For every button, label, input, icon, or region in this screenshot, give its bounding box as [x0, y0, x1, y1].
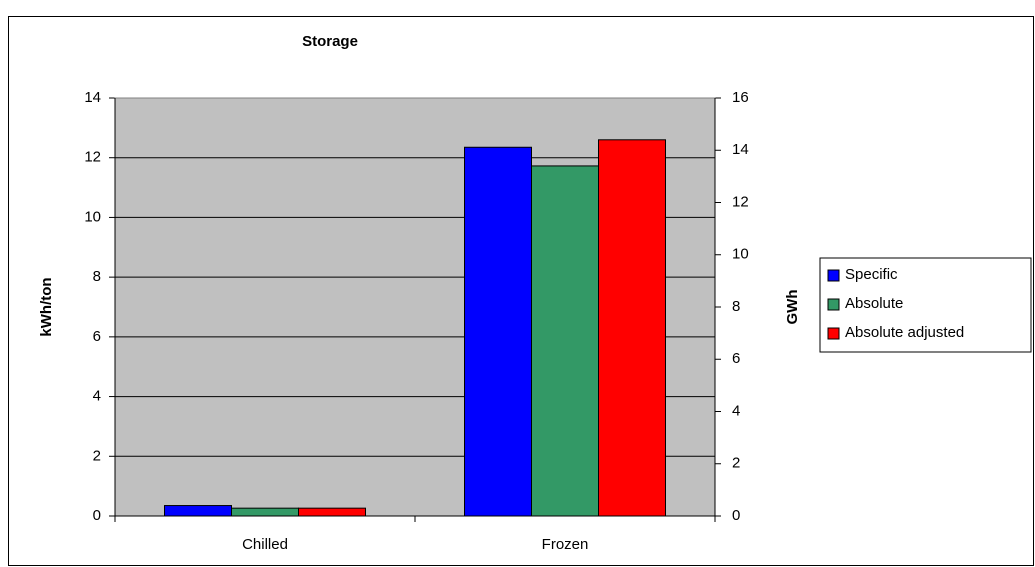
- legend-swatch: [827, 298, 840, 311]
- legend-label: Absolute: [845, 295, 903, 312]
- legend-swatch: [827, 269, 840, 282]
- bar: [531, 165, 599, 517]
- x-tick-label: Chilled: [242, 536, 288, 553]
- y2-axis-label: GWh: [784, 290, 801, 325]
- y-tick-label: 6: [93, 328, 101, 345]
- y2-tick-label: 2: [732, 455, 740, 472]
- y2-tick-label: 12: [732, 193, 749, 210]
- y-axis-label: kWh/ton: [38, 277, 55, 336]
- y2-tick-label: 16: [732, 89, 749, 106]
- y2-tick-label: 4: [732, 402, 740, 419]
- y2-tick-label: 6: [732, 350, 740, 367]
- bar: [464, 146, 532, 517]
- y-tick-label: 10: [84, 208, 101, 225]
- y-tick-label: 2: [93, 447, 101, 464]
- bar: [598, 139, 666, 517]
- bar: [164, 505, 232, 517]
- y2-tick-label: 14: [732, 141, 749, 158]
- legend-label: Specific: [845, 266, 898, 283]
- chart-title: Storage: [302, 33, 358, 50]
- x-tick-label: Frozen: [542, 536, 589, 553]
- bar: [298, 507, 366, 517]
- y-tick-label: 4: [93, 388, 101, 405]
- y-tick-label: 8: [93, 268, 101, 285]
- y-tick-label: 14: [84, 89, 101, 106]
- legend-box: [819, 257, 1032, 353]
- y-tick-label: 0: [93, 507, 101, 524]
- legend-label: Absolute adjusted: [845, 324, 964, 341]
- y2-tick-label: 0: [732, 507, 740, 524]
- y-tick-label: 12: [84, 149, 101, 166]
- y2-tick-label: 8: [732, 298, 740, 315]
- bar: [231, 507, 299, 517]
- y2-tick-label: 10: [732, 246, 749, 263]
- legend-swatch: [827, 327, 840, 340]
